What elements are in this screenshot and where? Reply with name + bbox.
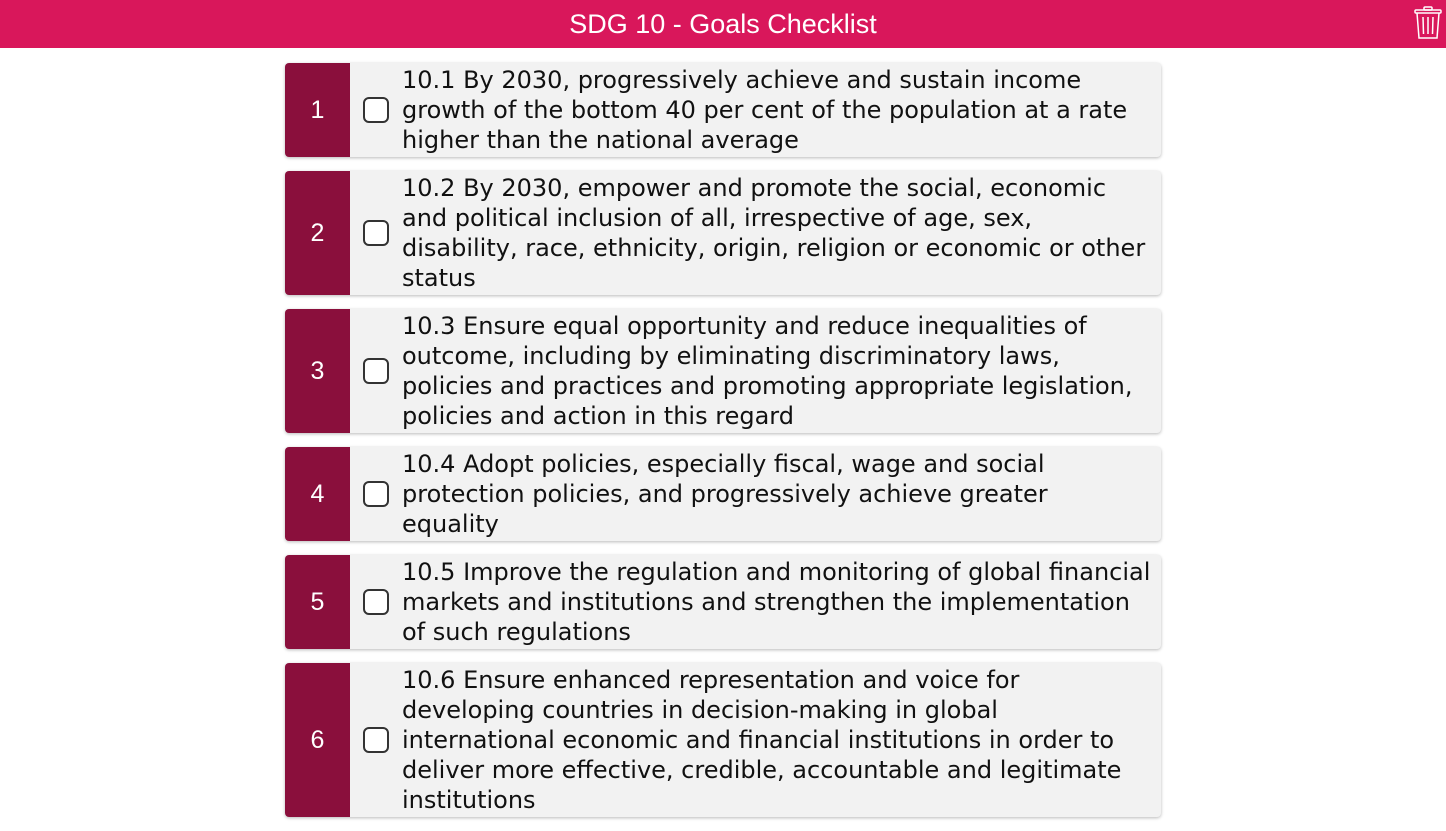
checkbox-wrapper (350, 63, 402, 157)
list-item: 6 10.6 Ensure enhanced representation an… (285, 663, 1161, 817)
item-number: 6 (285, 663, 350, 817)
header-bar: SDG 10 - Goals Checklist (0, 0, 1446, 48)
checkbox-wrapper (350, 447, 402, 541)
item-number: 3 (285, 309, 350, 433)
item-number: 4 (285, 447, 350, 541)
item-number: 1 (285, 63, 350, 157)
list-item: 3 10.3 Ensure equal opportunity and redu… (285, 309, 1161, 433)
checkbox-wrapper (350, 555, 402, 649)
item-text: 10.3 Ensure equal opportunity and reduce… (402, 312, 1133, 430)
list-item: 1 10.1 By 2030, progressively achieve an… (285, 63, 1161, 157)
checkbox-wrapper (350, 171, 402, 295)
checkbox-wrapper (350, 663, 402, 817)
list-item: 2 10.2 By 2030, empower and promote the … (285, 171, 1161, 295)
item-number: 5 (285, 555, 350, 649)
goal-checkbox[interactable] (363, 589, 389, 615)
item-text: 10.2 By 2030, empower and promote the so… (402, 174, 1146, 292)
goal-checkbox[interactable] (363, 358, 389, 384)
item-text: 10.6 Ensure enhanced representation and … (402, 666, 1122, 814)
item-text: 10.4 Adopt policies, especially fiscal, … (402, 450, 1048, 538)
checkbox-wrapper (350, 309, 402, 433)
goal-checkbox[interactable] (363, 97, 389, 123)
goal-checkbox[interactable] (363, 481, 389, 507)
page-title: SDG 10 - Goals Checklist (569, 9, 877, 39)
list-item: 5 10.5 Improve the regulation and monito… (285, 555, 1161, 649)
item-text: 10.5 Improve the regulation and monitori… (402, 558, 1151, 646)
trash-button[interactable] (1414, 6, 1442, 40)
item-text: 10.1 By 2030, progressively achieve and … (402, 66, 1128, 154)
trash-icon (1414, 6, 1442, 39)
goal-checkbox[interactable] (363, 727, 389, 753)
goal-checkbox[interactable] (363, 220, 389, 246)
list-item: 4 10.4 Adopt policies, especially fiscal… (285, 447, 1161, 541)
item-number: 2 (285, 171, 350, 295)
goals-list: 1 10.1 By 2030, progressively achieve an… (285, 63, 1161, 831)
